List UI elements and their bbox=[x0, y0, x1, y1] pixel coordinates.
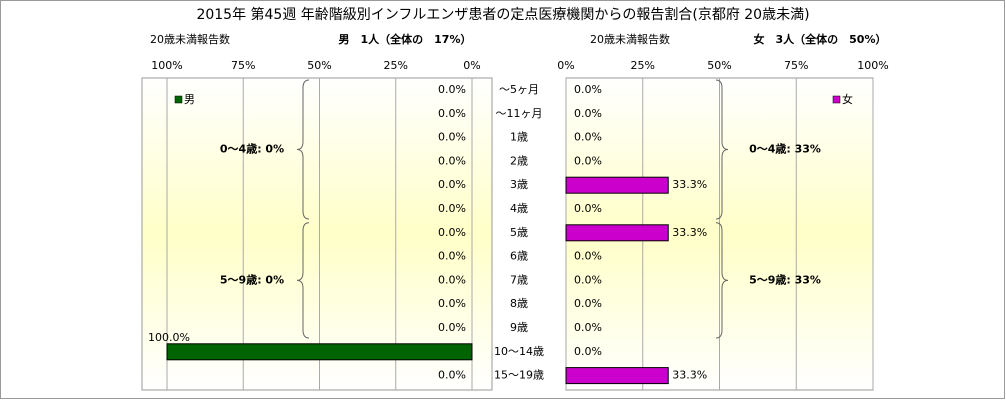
value-label: 0.0% bbox=[574, 321, 602, 334]
brace bbox=[715, 222, 729, 339]
value-label: 0.0% bbox=[574, 131, 602, 144]
subtitle: 女 3人（全体の 50%） bbox=[754, 32, 887, 46]
x-tick-label: 50% bbox=[707, 59, 731, 72]
value-label: 0.0% bbox=[574, 107, 602, 120]
x-tick-label: 25% bbox=[631, 59, 655, 72]
value-label: 0.0% bbox=[438, 107, 466, 120]
count-label: 20歳未満報告数 bbox=[150, 33, 230, 46]
value-label: 0.0% bbox=[574, 250, 602, 263]
value-label: 0.0% bbox=[574, 83, 602, 96]
value-label: 0.0% bbox=[574, 273, 602, 286]
value-label: 0.0% bbox=[438, 131, 466, 144]
value-label: 0.0% bbox=[438, 321, 466, 334]
brace bbox=[296, 79, 310, 220]
bar bbox=[565, 367, 669, 385]
legend-swatch bbox=[174, 95, 183, 104]
value-label: 0.0% bbox=[438, 154, 466, 167]
category-label: 9歳 bbox=[510, 321, 528, 334]
count-label: 20歳未満報告数 bbox=[590, 33, 670, 46]
category-label: 10～14歳 bbox=[494, 345, 544, 358]
category-label: 7歳 bbox=[510, 273, 528, 286]
legend-label: 女 bbox=[842, 92, 853, 106]
value-label: 0.0% bbox=[574, 297, 602, 310]
value-label: 0.0% bbox=[438, 273, 466, 286]
category-label: ～11ヶ月 bbox=[496, 107, 543, 120]
value-label: 33.3% bbox=[672, 369, 707, 382]
brace bbox=[296, 222, 310, 339]
x-tick-label: 25% bbox=[384, 59, 408, 72]
value-label: 0.0% bbox=[438, 250, 466, 263]
category-label: 5歳 bbox=[510, 226, 528, 239]
plot-area bbox=[141, 77, 493, 391]
value-label: 0.0% bbox=[574, 154, 602, 167]
value-label: 0.0% bbox=[438, 178, 466, 191]
category-label: 3歳 bbox=[510, 178, 528, 191]
x-tick-label: 0% bbox=[557, 59, 574, 72]
value-label: 33.3% bbox=[672, 178, 707, 191]
category-label: 4歳 bbox=[510, 202, 528, 215]
value-label: 0.0% bbox=[438, 297, 466, 310]
annotation: 5～9歳: 33% bbox=[749, 272, 821, 286]
subtitle: 男 1人（全体の 17%） bbox=[339, 32, 472, 46]
x-tick-label: 100% bbox=[151, 59, 182, 72]
annotation: 0～4歳: 33% bbox=[749, 142, 821, 156]
brace bbox=[715, 79, 729, 220]
category-label: 6歳 bbox=[510, 250, 528, 263]
value-label: 100.0% bbox=[148, 331, 190, 344]
x-tick-label: 75% bbox=[784, 59, 808, 72]
x-tick-label: 0% bbox=[463, 59, 480, 72]
bar bbox=[565, 224, 669, 242]
value-label: 0.0% bbox=[438, 369, 466, 382]
x-tick-label: 75% bbox=[231, 59, 255, 72]
category-label: 2歳 bbox=[510, 154, 528, 167]
category-label: 1歳 bbox=[510, 131, 528, 144]
legend-label: 男 bbox=[184, 93, 195, 106]
bar bbox=[166, 343, 473, 361]
value-label: 0.0% bbox=[438, 226, 466, 239]
chart-title: 2015年 第45週 年齢階級別インフルエンザ患者の定点医療機関からの報告割合(… bbox=[196, 6, 809, 23]
value-label: 0.0% bbox=[574, 202, 602, 215]
value-label: 0.0% bbox=[438, 202, 466, 215]
legend-swatch bbox=[832, 95, 841, 104]
annotation: 5～9歳: 0% bbox=[220, 272, 284, 286]
x-tick-label: 100% bbox=[857, 59, 888, 72]
value-label: 33.3% bbox=[672, 226, 707, 239]
x-tick-label: 50% bbox=[307, 59, 331, 72]
value-label: 0.0% bbox=[438, 83, 466, 96]
bar bbox=[565, 176, 669, 194]
annotation: 0～4歳: 0% bbox=[220, 142, 284, 156]
category-label: 8歳 bbox=[510, 297, 528, 310]
value-label: 0.0% bbox=[574, 345, 602, 358]
category-label: ～5ヶ月 bbox=[499, 83, 539, 96]
category-label: 15～19歳 bbox=[494, 369, 544, 382]
